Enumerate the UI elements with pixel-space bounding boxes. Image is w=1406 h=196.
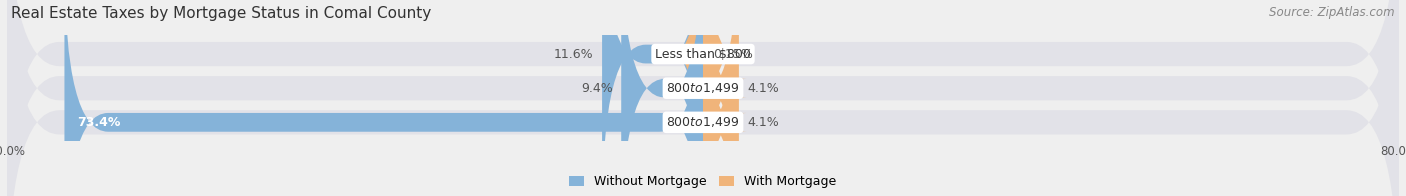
Text: $800 to $1,499: $800 to $1,499 bbox=[666, 115, 740, 129]
Text: 11.6%: 11.6% bbox=[554, 48, 593, 61]
FancyBboxPatch shape bbox=[7, 0, 1399, 196]
Text: 9.4%: 9.4% bbox=[581, 82, 613, 95]
FancyBboxPatch shape bbox=[7, 0, 1399, 196]
FancyBboxPatch shape bbox=[602, 0, 703, 196]
Text: Source: ZipAtlas.com: Source: ZipAtlas.com bbox=[1270, 6, 1395, 19]
Text: 73.4%: 73.4% bbox=[77, 116, 121, 129]
FancyBboxPatch shape bbox=[695, 0, 747, 196]
Legend: Without Mortgage, With Mortgage: Without Mortgage, With Mortgage bbox=[564, 170, 842, 193]
Text: $800 to $1,499: $800 to $1,499 bbox=[666, 81, 740, 95]
FancyBboxPatch shape bbox=[65, 0, 703, 196]
Text: 4.1%: 4.1% bbox=[748, 116, 779, 129]
FancyBboxPatch shape bbox=[661, 0, 747, 196]
Text: Less than $800: Less than $800 bbox=[655, 48, 751, 61]
Text: 0.15%: 0.15% bbox=[713, 48, 752, 61]
Text: Real Estate Taxes by Mortgage Status in Comal County: Real Estate Taxes by Mortgage Status in … bbox=[11, 6, 432, 21]
FancyBboxPatch shape bbox=[695, 0, 747, 196]
Text: 4.1%: 4.1% bbox=[748, 82, 779, 95]
FancyBboxPatch shape bbox=[621, 0, 703, 196]
FancyBboxPatch shape bbox=[7, 0, 1399, 196]
